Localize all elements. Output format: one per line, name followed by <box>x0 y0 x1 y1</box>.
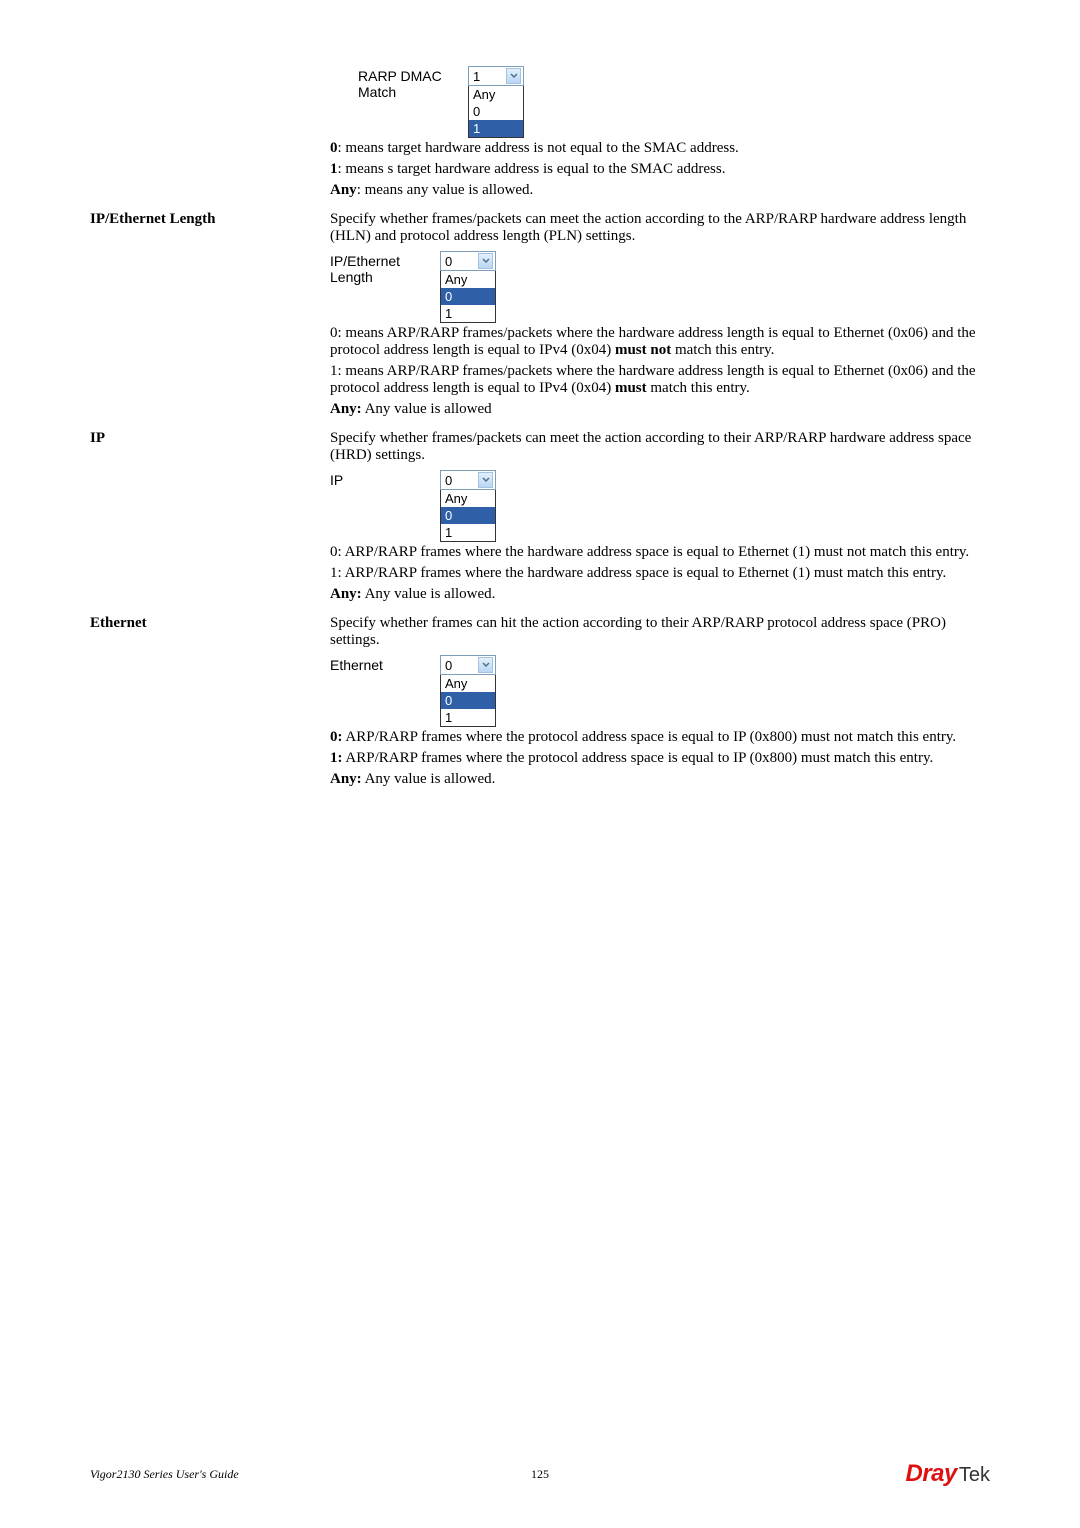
ip-eth-len-intro: Specify whether frames/packets can meet … <box>330 211 990 245</box>
ip-dd-label: IP <box>330 470 440 488</box>
ip-eth-len-t3: Any value is allowed <box>362 401 492 417</box>
ip-eth-len-content: Specify whether frames/packets can meet … <box>330 211 990 422</box>
ip-eth-len-option-0[interactable]: 0 <box>441 288 495 305</box>
chevron-down-icon <box>478 472 493 488</box>
rarp-text-0: 0: means target hardware address is not … <box>330 140 990 157</box>
ip-eth-len-option-1[interactable]: 1 <box>441 305 495 322</box>
rarp-text-1-body: : means s target hardware address is equ… <box>338 161 726 177</box>
draytek-logo: Dray Tek <box>906 1460 991 1488</box>
rarp-text-0-prefix: 0 <box>330 140 338 156</box>
ip-intro: Specify whether frames/packets can meet … <box>330 430 990 464</box>
ip-option-any[interactable]: Any <box>441 490 495 507</box>
chevron-down-icon <box>478 253 493 269</box>
rarp-dmac-content: RARP DMAC Match 1 Any 0 1 0: means targe… <box>330 60 990 203</box>
rarp-text-any-body: : means any value is allowed. <box>357 182 534 198</box>
ip-content: Specify whether frames/packets can meet … <box>330 430 990 607</box>
rarp-dmac-option-1[interactable]: 1 <box>469 120 523 137</box>
ip-text-1: 1: ARP/RARP frames where the hardware ad… <box>330 565 990 582</box>
rarp-dmac-empty-label <box>90 60 330 203</box>
ip-eth-len-row: IP/Ethernet Length Specify whether frame… <box>90 211 990 422</box>
rarp-text-any-prefix: Any <box>330 182 357 198</box>
ethernet-selected-value: 0 <box>445 658 452 673</box>
ip-t3: Any value is allowed. <box>362 586 496 602</box>
rarp-dmac-dropdown-block: RARP DMAC Match 1 Any 0 1 <box>358 66 990 138</box>
ip-eth-len-dd-label: IP/Ethernet Length <box>330 251 440 285</box>
ethernet-text-0: 0: ARP/RARP frames where the protocol ad… <box>330 729 990 746</box>
ip-eth-len-option-list: Any 0 1 <box>440 271 496 323</box>
ip-eth-len-selected-value: 0 <box>445 254 452 269</box>
ethernet-text-any: Any: Any value is allowed. <box>330 771 990 788</box>
ethernet-t2-prefix: 1: <box>330 750 343 766</box>
ethernet-content: Specify whether frames can hit the actio… <box>330 615 990 792</box>
rarp-dmac-option-list: Any 0 1 <box>468 86 524 138</box>
ethernet-t3-prefix: Any: <box>330 771 362 787</box>
logo-dray: Dray <box>906 1460 957 1488</box>
rarp-text-any: Any: means any value is allowed. <box>330 182 990 199</box>
ethernet-row: Ethernet Specify whether frames can hit … <box>90 615 990 792</box>
ip-eth-len-text-any: Any: Any value is allowed <box>330 401 990 418</box>
ip-heading: IP <box>90 430 330 607</box>
ethernet-option-0[interactable]: 0 <box>441 692 495 709</box>
footer-page-number: 125 <box>531 1467 549 1482</box>
ip-option-1[interactable]: 1 <box>441 524 495 541</box>
ethernet-dd-label: Ethernet <box>330 655 440 673</box>
ip-eth-len-heading: IP/Ethernet Length <box>90 211 330 422</box>
ip-eth-len-t2-prefix: 1: <box>330 363 342 379</box>
rarp-dmac-option-any[interactable]: Any <box>469 86 523 103</box>
ip-text-any: Any: Any value is allowed. <box>330 586 990 603</box>
ip-eth-len-t1-prefix: 0: <box>330 325 342 341</box>
ethernet-option-list: Any 0 1 <box>440 675 496 727</box>
ip-eth-len-t2-bold: must <box>615 380 647 396</box>
ip-dd-widget: 0 Any 0 1 <box>440 470 496 542</box>
ip-eth-len-dropdown-block: IP/Ethernet Length 0 Any 0 1 <box>330 251 990 323</box>
ip-select[interactable]: 0 <box>440 470 496 490</box>
rarp-dmac-selected-value: 1 <box>473 69 480 84</box>
ethernet-option-1[interactable]: 1 <box>441 709 495 726</box>
ip-t2: ARP/RARP frames where the hardware addre… <box>342 565 947 581</box>
rarp-text-0-body: : means target hardware address is not e… <box>338 140 739 156</box>
ip-eth-len-t3-prefix: Any: <box>330 401 362 417</box>
ip-eth-len-t1-suffix: match this entry. <box>671 342 774 358</box>
ip-t2-prefix: 1: <box>330 565 342 581</box>
ip-option-0[interactable]: 0 <box>441 507 495 524</box>
chevron-down-icon <box>478 657 493 673</box>
ethernet-t3: Any value is allowed. <box>362 771 496 787</box>
ethernet-select[interactable]: 0 <box>440 655 496 675</box>
footer-guide-title: Vigor2130 Series User's Guide <box>90 1467 239 1482</box>
ip-eth-len-text-0: 0: means ARP/RARP frames/packets where t… <box>330 325 990 359</box>
ip-eth-len-select[interactable]: 0 <box>440 251 496 271</box>
ip-eth-len-t2-suffix: match this entry. <box>647 380 750 396</box>
ip-t3-prefix: Any: <box>330 586 362 602</box>
ip-t1-prefix: 0: <box>330 544 342 560</box>
ip-dropdown-block: IP 0 Any 0 1 <box>330 470 990 542</box>
ethernet-dd-widget: 0 Any 0 1 <box>440 655 496 727</box>
rarp-dmac-dd-label: RARP DMAC Match <box>358 66 468 100</box>
rarp-text-1-prefix: 1 <box>330 161 338 177</box>
page-footer: Vigor2130 Series User's Guide 125 Dray T… <box>90 1460 990 1488</box>
rarp-dmac-option-0[interactable]: 0 <box>469 103 523 120</box>
ip-option-list: Any 0 1 <box>440 490 496 542</box>
ip-eth-len-option-any[interactable]: Any <box>441 271 495 288</box>
rarp-dmac-row: RARP DMAC Match 1 Any 0 1 0: means targe… <box>90 60 990 203</box>
ethernet-t2: ARP/RARP frames where the protocol addre… <box>343 750 934 766</box>
ip-text-0: 0: ARP/RARP frames where the hardware ad… <box>330 544 990 561</box>
rarp-text-1: 1: means s target hardware address is eq… <box>330 161 990 178</box>
ip-selected-value: 0 <box>445 473 452 488</box>
chevron-down-icon <box>506 68 521 84</box>
ethernet-text-1: 1: ARP/RARP frames where the protocol ad… <box>330 750 990 767</box>
ethernet-intro: Specify whether frames can hit the actio… <box>330 615 990 649</box>
ip-t1: ARP/RARP frames where the hardware addre… <box>342 544 969 560</box>
ip-eth-len-text-1: 1: means ARP/RARP frames/packets where t… <box>330 363 990 397</box>
ethernet-option-any[interactable]: Any <box>441 675 495 692</box>
ip-eth-len-dd-widget: 0 Any 0 1 <box>440 251 496 323</box>
ethernet-heading: Ethernet <box>90 615 330 792</box>
ethernet-t1-prefix: 0: <box>330 729 343 745</box>
ethernet-t1: ARP/RARP frames where the protocol addre… <box>343 729 957 745</box>
ip-eth-len-t1-bold: must not <box>615 342 671 358</box>
ethernet-dropdown-block: Ethernet 0 Any 0 1 <box>330 655 990 727</box>
rarp-dmac-dd-widget: 1 Any 0 1 <box>468 66 524 138</box>
rarp-dmac-select[interactable]: 1 <box>468 66 524 86</box>
logo-tek: Tek <box>959 1464 990 1487</box>
ip-row: IP Specify whether frames/packets can me… <box>90 430 990 607</box>
